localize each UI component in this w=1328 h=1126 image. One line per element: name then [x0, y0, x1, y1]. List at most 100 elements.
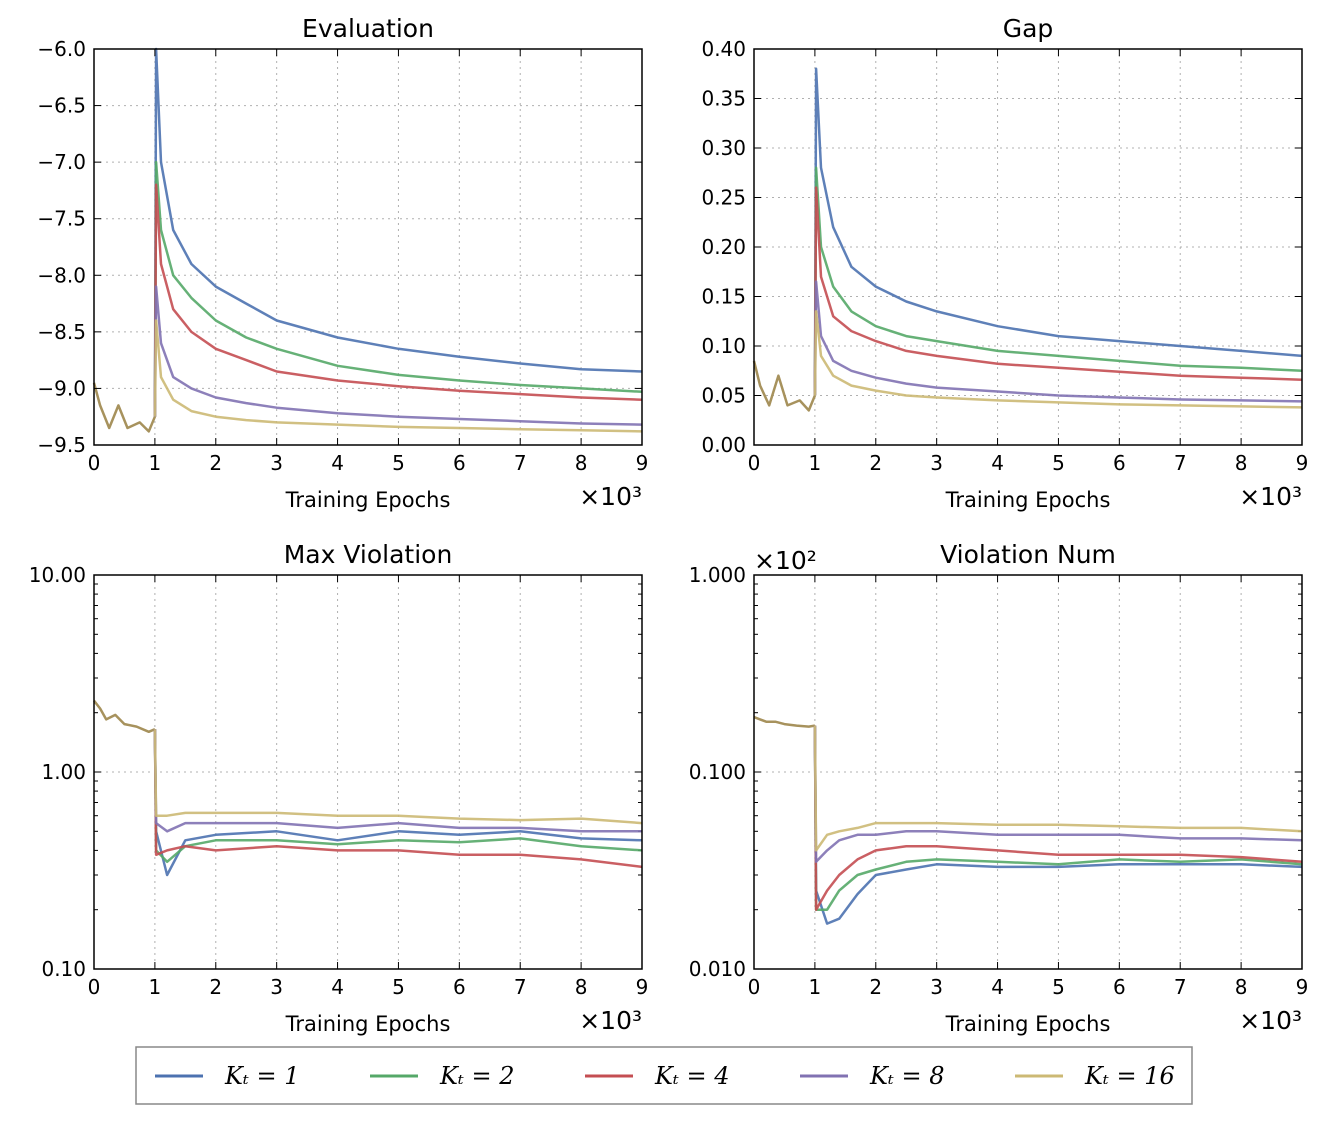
y-tick-label: 1.00: [41, 760, 86, 784]
x-axis-label: Training Epochs: [285, 1012, 451, 1036]
chart-title: Violation Num: [940, 540, 1116, 569]
x-tick-label: 4: [991, 451, 1004, 475]
legend-label: Kₜ = 2: [439, 1062, 514, 1090]
legend-label: Kₜ = 8: [869, 1062, 944, 1090]
axes-frame: [753, 48, 1303, 446]
y-tick-label: 0.20: [701, 235, 746, 259]
x-tick-label: 2: [209, 975, 222, 999]
x-tick-label: 6: [453, 975, 466, 999]
x-multiplier: ×10³: [579, 482, 642, 511]
series-line-k1: [813, 725, 1303, 925]
y-tick-label: −9.0: [37, 376, 86, 400]
chart-panel-3: 0 1 2 3 4 5 6 7 8 9 10.00 1.00 0.10 Max Violation Trai…: [29, 540, 649, 1036]
chart-panel-1: 0 1 2 3 4 5 6 7 8 9 −6.0 −6.5 −7.0 −7.5 −8.0 −8.5 −9.0 −9…: [37, 14, 648, 512]
y-tick-label: 0.25: [701, 186, 746, 210]
y-tick-label: 10.00: [29, 563, 86, 587]
legend-item-k2: Kₜ = 2: [370, 1062, 514, 1090]
x-tick-label: 7: [514, 451, 527, 475]
x-tick-label: 2: [209, 451, 222, 475]
x-tick-label: 3: [930, 975, 943, 999]
x-tick-label: 1: [809, 451, 822, 475]
x-tick-label: 9: [1296, 975, 1309, 999]
x-multiplier: ×10³: [579, 1006, 642, 1035]
series-line-shared: [92, 382, 157, 433]
x-tick-label: 3: [270, 451, 283, 475]
series-line-k1: [153, 47, 643, 417]
series-line-k8: [813, 280, 1303, 403]
x-tick-label: 8: [575, 451, 588, 475]
x-axis-label: Training Epochs: [285, 488, 451, 512]
grid: [93, 574, 643, 970]
x-tick-label: 0: [88, 451, 101, 475]
legend-label: Kₜ = 16: [1084, 1062, 1175, 1090]
x-tick-label: 0: [88, 975, 101, 999]
y-tick-label: 0.010: [689, 957, 746, 981]
chart-title: Evaluation: [302, 14, 434, 43]
y-tick-label: 0.40: [701, 37, 746, 61]
legend: Kₜ = 1 Kₜ = 2 Kₜ = 4 Kₜ = 8 Kₜ = 16: [135, 1046, 1193, 1105]
chart-title: Gap: [1003, 14, 1054, 43]
x-tick-label: 7: [1174, 975, 1187, 999]
x-axis-label: Training Epochs: [945, 1012, 1111, 1036]
y-tick-label: −6.0: [37, 37, 86, 61]
y-tick-label: −6.5: [37, 94, 86, 118]
legend-item-k1: Kₜ = 1: [155, 1062, 299, 1090]
x-tick-label: 9: [1296, 451, 1309, 475]
x-tick-label: 7: [1174, 451, 1187, 475]
series-line-k2: [153, 729, 643, 864]
legend-item-k16: Kₜ = 16: [1015, 1062, 1175, 1090]
x-tick-label: 4: [331, 451, 344, 475]
legend-label: Kₜ = 4: [654, 1062, 729, 1090]
x-tick-label: 1: [809, 975, 822, 999]
series-line-k8: [813, 725, 1303, 864]
x-tick-label: 8: [1235, 975, 1248, 999]
x-tick-label: 1: [149, 975, 162, 999]
x-tick-label: 8: [575, 975, 588, 999]
series-line-k2: [813, 725, 1303, 911]
grid: [753, 574, 1303, 970]
series-line-k8: [153, 729, 642, 833]
series-line-k8: [153, 285, 643, 426]
x-multiplier: ×10³: [1239, 1006, 1302, 1035]
series-line-k16: [153, 319, 643, 433]
y-tick-label: −8.0: [37, 263, 86, 287]
series-line-k1: [813, 67, 1303, 396]
series-line-k2: [153, 160, 643, 417]
y-tick-label: 0.05: [701, 384, 746, 408]
x-tick-label: 0: [748, 975, 761, 999]
y-tick-label: −7.0: [37, 150, 86, 174]
y-multiplier: ×10²: [754, 546, 817, 575]
x-tick-label: 6: [453, 451, 466, 475]
x-tick-label: 0: [748, 451, 761, 475]
x-tick-label: 6: [1113, 975, 1126, 999]
axes-frame: [93, 48, 643, 446]
x-tick-label: 5: [392, 975, 405, 999]
x-tick-label: 9: [636, 451, 649, 475]
y-tick-label: 0.100: [689, 760, 746, 784]
y-tick-label: 0.10: [701, 334, 746, 358]
series-line-k2: [813, 166, 1303, 396]
series-line-shared: [752, 360, 817, 412]
series-line-k16: [813, 310, 1303, 409]
axes-frame: [93, 574, 643, 970]
chart-panel-2: 0 1 2 3 4 5 6 7 8 9 0.40 0.35 0.30 0.25 0.20 0.15 0.10 0.…: [701, 14, 1308, 512]
x-tick-label: 3: [270, 975, 283, 999]
x-tick-label: 4: [331, 975, 344, 999]
series-line-k4: [813, 725, 1303, 911]
y-tick-label: 1.000: [689, 563, 746, 587]
x-tick-label: 6: [1113, 451, 1126, 475]
x-tick-label: 2: [869, 975, 882, 999]
series-line-shared: [753, 715, 816, 728]
x-tick-label: 5: [1052, 451, 1065, 475]
chart-panel-4: 0 1 2 3 4 5 6 7 8 9 1.000 0.100 0.010 Violation Num Tr…: [689, 540, 1309, 1036]
x-tick-label: 1: [149, 451, 162, 475]
grid: [753, 48, 1303, 446]
y-tick-label: −9.5: [37, 433, 86, 457]
x-tick-label: 8: [1235, 451, 1248, 475]
series-line-k4: [153, 183, 643, 417]
y-tick-label: 0.15: [701, 285, 746, 309]
x-multiplier: ×10³: [1239, 482, 1302, 511]
series-line-k1: [153, 729, 643, 877]
y-tick-label: 0.35: [701, 87, 746, 111]
